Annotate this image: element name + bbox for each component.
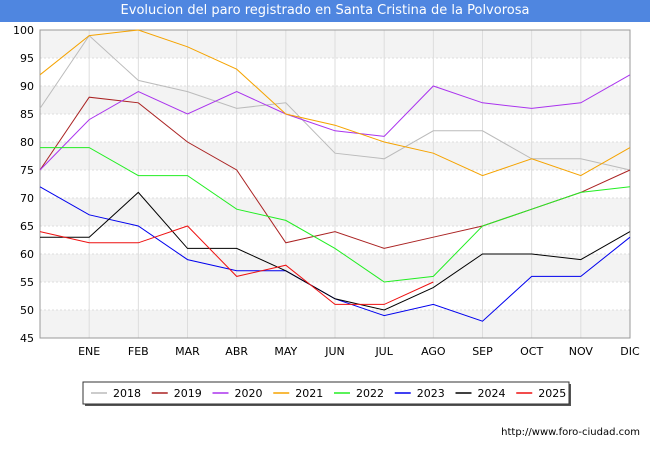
series-line-2025: [39, 225, 434, 305]
x-tick-label: JUL: [374, 345, 393, 358]
x-tick-label: ENE: [78, 345, 100, 358]
x-tick-label: FEB: [128, 345, 149, 358]
y-tick-label: 55: [20, 276, 34, 289]
x-tick-label: JUN: [324, 345, 345, 358]
series-line-2021: [39, 29, 631, 177]
series-line-2022: [40, 147, 631, 283]
x-tick-label: MAY: [274, 345, 297, 358]
legend-label-2024: 2024: [478, 387, 506, 400]
x-tick-label: SEP: [472, 345, 493, 358]
y-tick-label: 75: [20, 164, 34, 177]
legend-label-2018: 2018: [113, 387, 141, 400]
series-line-2024: [40, 191, 631, 311]
legend-label-2025: 2025: [538, 387, 566, 400]
legend-label-2020: 2020: [235, 387, 263, 400]
legend-label-2019: 2019: [174, 387, 202, 400]
y-tick-label: 45: [20, 332, 34, 345]
legend-box: [82, 381, 570, 405]
x-tick-label: DIC: [620, 345, 640, 358]
x-tick-label: NOV: [569, 345, 594, 358]
series-line-2020: [39, 74, 631, 171]
footer-url[interactable]: http://www.foro-ciudad.com: [501, 427, 640, 438]
x-tick-label: AGO: [421, 345, 446, 358]
x-tick-label: ABR: [225, 345, 248, 358]
x-tick-label: OCT: [520, 345, 543, 358]
y-tick-label: 80: [20, 136, 34, 149]
legend-label-2021: 2021: [295, 387, 323, 400]
plot-area-border: [39, 29, 631, 339]
y-tick-label: 100: [13, 24, 34, 37]
x-tick-label: MAR: [175, 345, 200, 358]
y-tick-label: 85: [20, 108, 34, 121]
y-tick-label: 65: [20, 220, 34, 233]
y-tick-label: 50: [20, 304, 34, 317]
legend-label-2023: 2023: [417, 387, 445, 400]
y-tick-label: 95: [20, 52, 34, 65]
y-tick-label: 90: [20, 80, 34, 93]
chart-title: Evolucion del paro registrado en Santa C…: [0, 0, 650, 22]
legend-label-2022: 2022: [356, 387, 384, 400]
y-tick-label: 70: [20, 192, 34, 205]
y-tick-label: 60: [20, 248, 34, 261]
